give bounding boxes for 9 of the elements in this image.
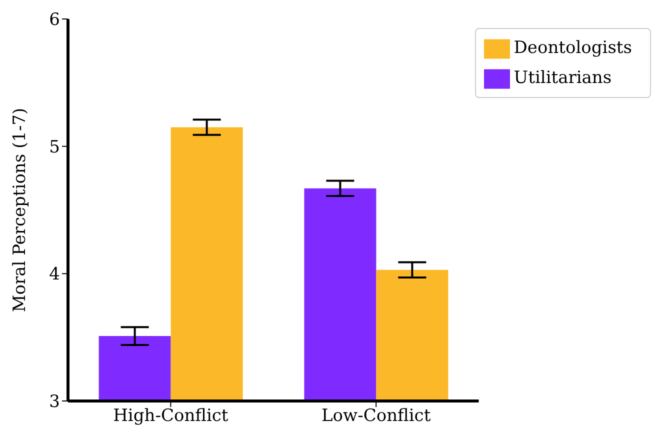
y-axis-title: Moral Perceptions (1-7) (10, 108, 30, 312)
x-tick-label: Low-Conflict (322, 406, 431, 426)
legend-label: Deontologists (514, 38, 632, 58)
y-tick-label: 5 (49, 137, 60, 158)
legend-label: Utilitarians (514, 68, 612, 88)
y-tick-label: 4 (49, 264, 60, 285)
y-tick-label: 3 (49, 392, 60, 412)
y-tick-label: 6 (49, 10, 60, 30)
x-tick-label: High-Conflict (113, 406, 228, 426)
